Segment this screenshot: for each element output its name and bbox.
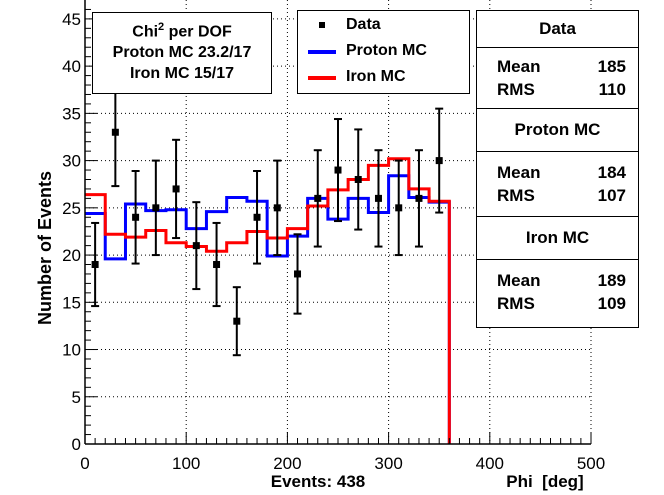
stat-data-mean: 185: [597, 57, 626, 76]
data-point: [395, 204, 403, 212]
stat-data-title: Data: [539, 19, 576, 38]
stat-data-title-box: Data: [476, 10, 639, 48]
events-label: Events: 438: [271, 472, 366, 491]
stat-iron-title-box: Iron MC: [476, 216, 639, 260]
stat-iron-rms: 109: [597, 294, 626, 313]
stat-iron-box: Mean 189 RMS 109: [476, 259, 639, 328]
data-point: [294, 270, 302, 278]
y-tick-label: 40: [62, 57, 81, 76]
data-point: [111, 128, 119, 136]
x-tick-label: 400: [476, 454, 504, 473]
data-point: [172, 185, 180, 193]
stat-data-box: Mean 185 RMS 110: [476, 47, 639, 109]
y-tick-label: 30: [62, 152, 81, 171]
y-tick-label: 45: [62, 10, 81, 29]
x-tick-label: 0: [80, 454, 89, 473]
legend-data: Data: [298, 13, 469, 37]
y-tick-label: 20: [62, 246, 81, 265]
x-tick-label: 200: [273, 454, 301, 473]
data-marker-icon: [319, 22, 325, 28]
data-point: [132, 213, 140, 221]
proton-line-icon: [308, 50, 336, 54]
y-axis-label: Number of Events: [35, 171, 55, 325]
proton-mc-line: [85, 174, 451, 444]
stat-proton-rms: 107: [597, 186, 626, 205]
x-axis-label: Phi [deg]: [506, 472, 583, 491]
axis-ticks: 0 100 200 300 400 500 0 5 10 15 20 25 30 35 40 45: [62, 8, 605, 473]
data-point: [273, 204, 281, 212]
chi2-proton: Proton MC 23.2/17: [112, 44, 252, 62]
data-point: [91, 261, 99, 269]
legend: Data Proton MC Iron MC: [297, 10, 470, 94]
stat-iron-title: Iron MC: [525, 228, 590, 247]
stat-proton-title: Proton MC: [514, 120, 601, 139]
chi2-iron: Iron MC 15/17: [129, 65, 235, 83]
data-point: [374, 194, 382, 202]
data-point: [354, 175, 362, 183]
proton-mc-series: [85, 174, 451, 444]
legend-proton: Proton MC: [298, 39, 469, 63]
y-tick-label: 25: [62, 199, 81, 218]
data-point: [314, 194, 322, 202]
y-tick-label: 0: [72, 435, 81, 454]
chi2-title: Chi2 per DOF: [132, 21, 232, 41]
stat-data-rms: 110: [598, 80, 626, 99]
y-tick-label: 10: [62, 341, 81, 360]
y-tick-label: 15: [62, 293, 81, 312]
data-point: [334, 166, 342, 174]
data-point: [435, 157, 443, 165]
stat-iron-mean: 189: [597, 271, 626, 290]
x-tick-label: 100: [172, 454, 200, 473]
stat-proton-mean: 184: [597, 163, 626, 182]
stat-proton-box: Mean 184 RMS 107: [476, 151, 639, 217]
data-point: [415, 194, 423, 202]
legend-iron: Iron MC: [298, 65, 469, 89]
y-tick-label: 35: [62, 104, 81, 123]
data-point: [233, 317, 241, 325]
data-point: [152, 204, 160, 212]
data-point: [253, 213, 261, 221]
y-tick-label: 5: [72, 388, 81, 407]
data-point: [192, 242, 200, 250]
iron-mc-line: [85, 157, 451, 444]
iron-mc-series: [85, 157, 451, 444]
iron-line-icon: [308, 76, 336, 80]
data-point: [213, 261, 221, 269]
stat-proton-title-box: Proton MC: [476, 108, 639, 152]
chi2-box: Chi2 per DOF Proton MC 23.2/17 Iron MC 1…: [92, 12, 272, 94]
x-tick-label: 300: [374, 454, 402, 473]
x-tick-label: 500: [577, 454, 605, 473]
